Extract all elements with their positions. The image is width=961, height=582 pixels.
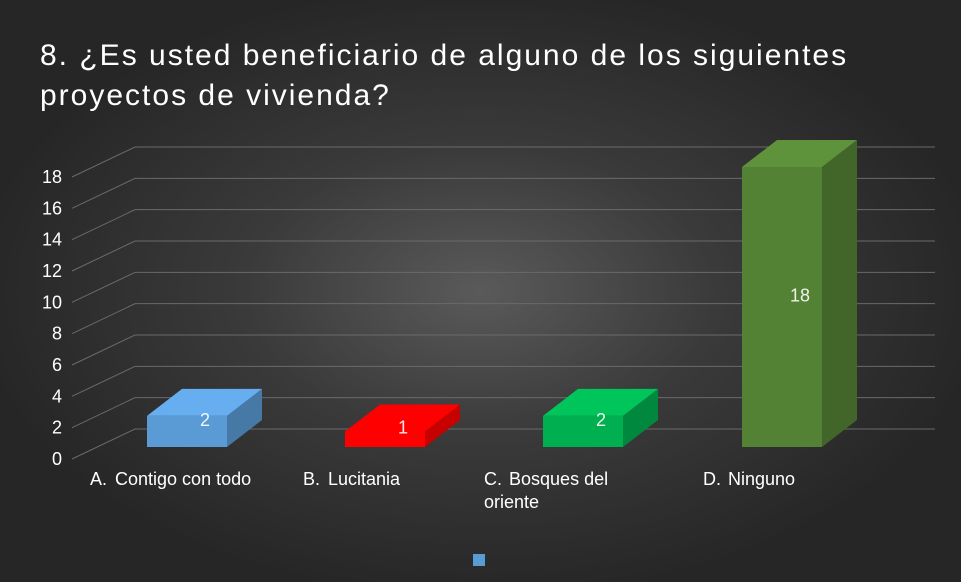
grid-line xyxy=(71,397,935,429)
grid-line xyxy=(71,303,935,335)
data-label: 1 xyxy=(398,418,408,438)
bar xyxy=(543,415,623,447)
x-tick-label: C. Bosques del oriente xyxy=(484,469,614,512)
y-tick-label: 2 xyxy=(52,418,62,438)
data-label: 18 xyxy=(790,286,810,306)
bar xyxy=(147,415,227,447)
y-tick-label: 18 xyxy=(42,167,62,187)
grid-line xyxy=(71,334,935,366)
y-tick-label: 16 xyxy=(42,198,62,218)
bar-top xyxy=(543,388,658,416)
grid-line xyxy=(71,365,935,397)
grid-line xyxy=(71,146,935,178)
y-tick-label: 6 xyxy=(52,355,62,375)
y-tick-label: 8 xyxy=(52,324,62,344)
x-tick-label: D. Ninguno xyxy=(703,469,796,489)
bar-side xyxy=(425,404,460,447)
y-tick-label: 4 xyxy=(52,386,62,406)
bar-side xyxy=(623,388,658,447)
bar xyxy=(742,167,822,447)
bar-side xyxy=(227,388,262,447)
bar xyxy=(345,431,425,447)
data-label: 2 xyxy=(596,410,606,430)
chart-title: 8. ¿Es usted beneficiario de alguno de l… xyxy=(40,39,849,112)
grid-line xyxy=(71,428,935,460)
grid-line xyxy=(71,209,935,241)
y-tick-label: 14 xyxy=(42,230,62,250)
y-tick-label: 12 xyxy=(42,261,62,281)
grid-line xyxy=(71,240,935,272)
y-tick-label: 10 xyxy=(42,292,62,312)
data-label: 2 xyxy=(200,410,210,430)
bar-top xyxy=(147,388,262,416)
bar-top xyxy=(742,140,857,167)
legend-marker xyxy=(473,554,485,566)
bar-side xyxy=(822,140,857,447)
grid-line xyxy=(71,177,935,209)
y-tick-label: 0 xyxy=(52,449,62,469)
grid-line xyxy=(71,271,935,303)
x-tick-label: A. Contigo con todo xyxy=(90,469,252,489)
bar-top xyxy=(345,404,460,432)
x-tick-label: B. Lucitania xyxy=(303,469,401,489)
